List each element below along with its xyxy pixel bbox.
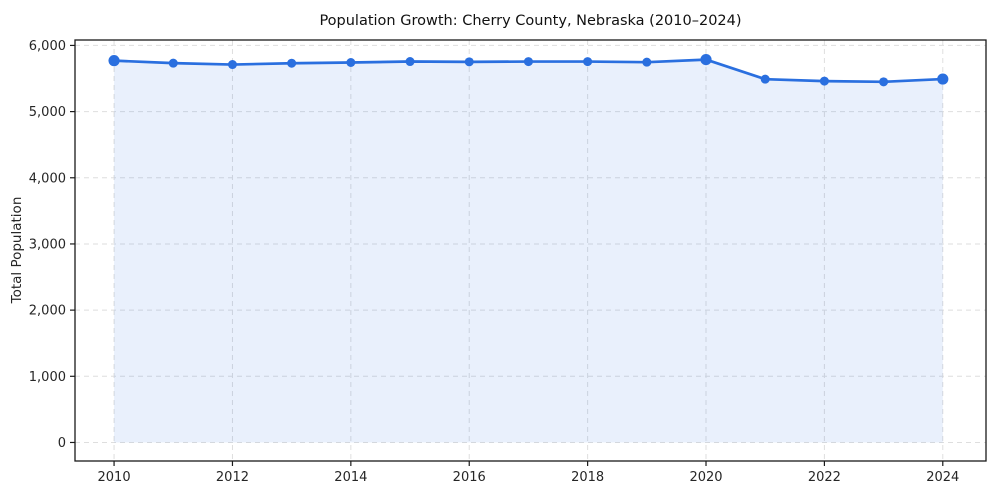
data-point-2013 [287,58,297,68]
data-point-2023 [879,77,889,87]
data-point-2022 [819,76,829,86]
y-tick-label: 0 [58,436,66,451]
data-point-2017 [523,57,533,67]
x-tick-label: 2024 [926,470,959,485]
x-tick-label: 2012 [216,470,249,485]
plot-border [74,39,987,462]
y-tick-label: 6,000 [29,39,66,54]
data-point-2024 [937,73,949,85]
chart-title: Population Growth: Cherry County, Nebras… [319,13,742,29]
y-tick-label: 3,000 [29,237,66,252]
area-fill [114,59,943,443]
y-tick-label: 2,000 [29,304,66,319]
data-point-2016 [464,57,474,67]
x-tick-label: 2016 [453,470,486,485]
data-point-2015 [405,57,415,67]
x-tick-label: 2010 [98,470,131,485]
y-tick-label: 1,000 [29,370,66,385]
y-tick-label: 4,000 [29,171,66,186]
x-tick-label: 2022 [808,470,841,485]
data-point-2011 [168,58,178,68]
x-tick-label: 2018 [571,470,604,485]
x-tick-label: 2014 [334,470,367,485]
y-tick-label: 5,000 [29,105,66,120]
data-point-2018 [583,57,593,67]
data-point-2010 [108,55,120,67]
data-point-2020 [700,53,712,66]
data-point-2012 [227,60,237,70]
data-point-2014 [346,58,356,67]
data-point-2021 [760,74,770,84]
x-tick-label: 2020 [689,470,722,485]
data-point-2019 [642,57,652,67]
